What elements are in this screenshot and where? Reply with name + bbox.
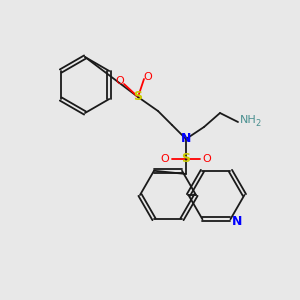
Text: O: O bbox=[202, 154, 211, 164]
Text: N: N bbox=[232, 215, 243, 228]
Text: NH: NH bbox=[240, 115, 256, 125]
Text: S: S bbox=[134, 91, 142, 103]
Text: 2: 2 bbox=[255, 119, 261, 128]
Text: O: O bbox=[144, 72, 152, 82]
Text: O: O bbox=[160, 154, 169, 164]
Text: O: O bbox=[116, 76, 124, 86]
Text: N: N bbox=[181, 133, 191, 146]
Text: S: S bbox=[182, 152, 190, 166]
